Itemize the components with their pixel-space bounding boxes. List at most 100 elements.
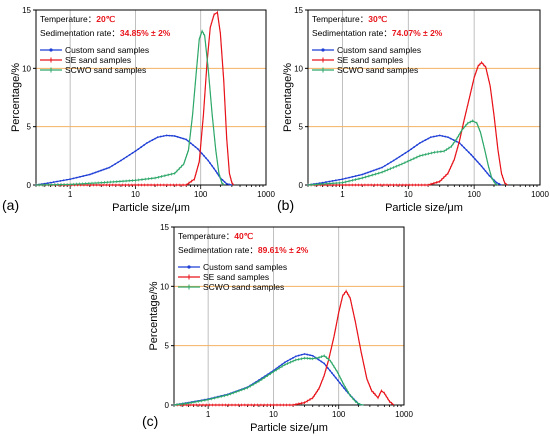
data-point — [351, 175, 354, 178]
data-point — [171, 134, 173, 137]
data-point — [120, 159, 122, 162]
data-point — [143, 144, 145, 146]
data-point — [364, 172, 366, 175]
series-se — [173, 289, 395, 407]
data-point — [65, 178, 68, 181]
sedimentation-annotation: Sedimentation rate：89.61% ± 2% — [178, 245, 309, 255]
data-point — [480, 165, 483, 168]
data-point — [386, 163, 389, 165]
data-point — [331, 180, 334, 182]
data-point — [176, 135, 179, 138]
data-point — [334, 179, 337, 182]
chart-panel-3: 0 5 10 15 1 10 100 1000 Particle size/μm Percenta… — [142, 223, 413, 434]
x-tick-label: 10 — [269, 410, 278, 419]
data-point — [341, 384, 343, 387]
series-line — [173, 355, 364, 406]
temperature-annotation: Temperature：30℃ — [312, 14, 388, 24]
data-point — [275, 367, 278, 370]
data-point — [52, 181, 55, 183]
data-point — [435, 135, 438, 137]
data-point — [378, 167, 381, 170]
data-point — [449, 137, 452, 140]
data-point — [69, 178, 72, 181]
legend-marker — [321, 48, 325, 52]
legend-entry: SCWO sand samples — [65, 65, 146, 75]
data-point — [372, 169, 375, 172]
rate-label: Sedimentation rate： — [312, 28, 392, 38]
temperature-value: 30℃ — [368, 14, 387, 24]
data-point — [72, 177, 75, 180]
data-point — [225, 182, 228, 185]
x-tick-label: 10 — [404, 190, 413, 199]
data-point — [62, 179, 65, 182]
x-tick-label: 1 — [206, 410, 211, 419]
data-point — [94, 171, 97, 174]
data-point — [358, 174, 360, 177]
data-point — [131, 152, 134, 154]
panel-label: (a) — [2, 197, 19, 213]
temperature-label: Temperature： — [40, 14, 96, 24]
data-point — [495, 181, 498, 184]
data-point — [306, 353, 309, 356]
data-point — [303, 353, 306, 355]
data-point — [46, 182, 49, 185]
data-point — [221, 179, 224, 181]
data-point — [447, 136, 449, 139]
rate-value: 74.07% ± 2% — [392, 28, 443, 38]
data-point — [49, 181, 52, 184]
x-tick-label: 100 — [467, 190, 481, 199]
data-point — [117, 161, 119, 164]
series-scwo — [35, 29, 225, 187]
data-point — [205, 157, 207, 160]
y-tick-label: 10 — [160, 282, 169, 291]
data-point — [478, 163, 481, 165]
data-point — [343, 387, 345, 390]
temperature-annotation: Temperature：40℃ — [178, 231, 254, 241]
data-point — [323, 362, 326, 365]
x-tick-label: 1000 — [257, 190, 275, 199]
temperature-value: 40℃ — [234, 231, 253, 241]
rate-label: Sedimentation rate： — [40, 28, 120, 38]
data-point — [192, 144, 195, 147]
data-point — [427, 137, 430, 140]
data-point — [413, 146, 415, 148]
series-scwo — [173, 354, 364, 407]
legend-entry: Custom sand samples — [65, 45, 149, 55]
data-point — [334, 376, 337, 379]
data-point — [128, 154, 131, 156]
data-point — [311, 354, 314, 357]
series-scwo — [307, 119, 499, 187]
data-point — [108, 166, 111, 169]
data-point — [421, 140, 424, 143]
y-tick-label: 15 — [22, 6, 31, 15]
data-point — [474, 158, 477, 161]
y-tick-label: 5 — [27, 123, 32, 132]
data-point — [173, 135, 176, 137]
data-point — [278, 365, 281, 368]
data-point — [214, 170, 217, 172]
data-point — [452, 139, 455, 141]
data-point — [281, 363, 283, 366]
data-point — [327, 367, 329, 370]
data-point — [476, 160, 479, 163]
data-point — [361, 173, 364, 176]
data-point — [148, 140, 151, 143]
data-point — [329, 369, 331, 372]
data-point — [154, 137, 156, 140]
y-tick-label: 0 — [165, 401, 170, 410]
data-point — [216, 172, 219, 175]
y-tick-label: 10 — [22, 64, 31, 73]
temperature-annotation: Temperature：20℃ — [40, 14, 116, 24]
data-point — [165, 134, 168, 137]
data-point — [463, 146, 466, 149]
data-point — [392, 159, 395, 162]
legend-entry: SE sand samples — [65, 55, 131, 65]
x-tick-label: 10 — [131, 190, 140, 199]
data-point — [85, 174, 88, 177]
y-axis-label: Percentage/% — [148, 281, 160, 350]
data-point — [97, 170, 100, 173]
panel-label: (c) — [142, 413, 158, 429]
